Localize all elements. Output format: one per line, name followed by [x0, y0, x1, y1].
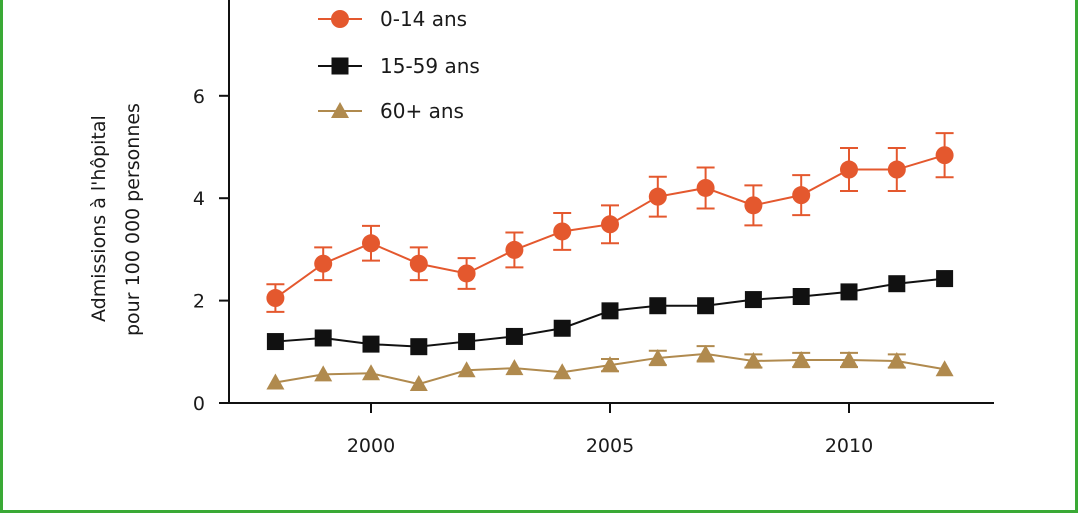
- data-point: [314, 329, 332, 347]
- data-point: [887, 352, 906, 369]
- data-point: [840, 283, 858, 301]
- data-point: [458, 333, 476, 351]
- axes: [228, 0, 994, 404]
- data-point: [792, 186, 811, 205]
- data-point: [457, 361, 476, 378]
- y-tick-label: 0: [193, 393, 205, 415]
- data-point: [888, 275, 906, 293]
- data-point: [648, 187, 667, 206]
- data-point: [601, 356, 619, 373]
- data-point: [935, 146, 954, 165]
- data-point: [362, 364, 380, 381]
- y-tick-label: 2: [193, 291, 205, 313]
- data-point: [553, 222, 572, 241]
- legend-label: 60+ ans: [380, 99, 464, 123]
- data-point: [457, 264, 476, 283]
- data-point: [266, 289, 285, 308]
- data-point: [362, 335, 380, 353]
- data-point: [696, 178, 715, 197]
- y-tick-label: 4: [193, 188, 205, 210]
- data-point: [887, 160, 906, 179]
- data-point: [505, 359, 524, 376]
- legend-item: 60+ ans: [318, 99, 464, 123]
- data-point: [696, 344, 715, 361]
- legend-marker: [331, 57, 349, 75]
- data-point: [505, 240, 524, 259]
- data-point: [744, 196, 763, 215]
- y-tick-label: 6: [193, 86, 205, 108]
- ticks: 0 2 4 6 2000 2005 2010: [193, 86, 873, 457]
- data-point: [936, 270, 954, 288]
- data-point: [792, 350, 811, 367]
- y-axis-label-line-2: pour 100 000 personnes: [122, 103, 144, 336]
- data-point: [935, 360, 954, 377]
- data-point: [840, 160, 858, 179]
- data-point: [266, 373, 285, 390]
- legend-label: 0-14 ans: [380, 7, 467, 31]
- legend-item: 15-59 ans: [318, 54, 480, 78]
- legend-item: 0-14 ans: [318, 7, 467, 31]
- data-point: [697, 297, 715, 315]
- data-point: [792, 288, 810, 306]
- data-point: [649, 297, 667, 315]
- legend-label: 15-59 ans: [380, 54, 480, 78]
- data-point: [553, 319, 571, 337]
- x-tick-label: 2005: [586, 435, 634, 457]
- data-point: [601, 302, 619, 320]
- data-point: [362, 234, 380, 253]
- series-triangle: [266, 344, 954, 392]
- data-point: [409, 375, 428, 392]
- data-point: [744, 352, 763, 369]
- legend: 0-14 ans 15-59 ans 60+ ans: [318, 7, 480, 123]
- series-square: [266, 270, 954, 356]
- data-point: [553, 363, 572, 380]
- legend-marker: [331, 102, 349, 118]
- series-circle: [266, 132, 954, 313]
- data-point: [505, 327, 523, 345]
- data-point: [744, 291, 762, 309]
- data-point: [601, 215, 619, 234]
- y-axis-label-line-1: Admissions à l'hôpital: [88, 115, 110, 322]
- plot-area: [266, 132, 954, 392]
- data-point: [314, 365, 333, 382]
- y-axis-label: Admissions à l'hôpital pour 100 000 pers…: [88, 103, 144, 336]
- data-point: [314, 254, 333, 273]
- x-tick-label: 2010: [825, 435, 873, 457]
- data-point: [648, 348, 667, 365]
- data-point: [266, 333, 284, 351]
- legend-marker: [331, 10, 349, 28]
- data-point: [840, 350, 858, 367]
- data-point: [409, 254, 428, 273]
- data-point: [410, 338, 428, 356]
- x-tick-label: 2000: [347, 435, 395, 457]
